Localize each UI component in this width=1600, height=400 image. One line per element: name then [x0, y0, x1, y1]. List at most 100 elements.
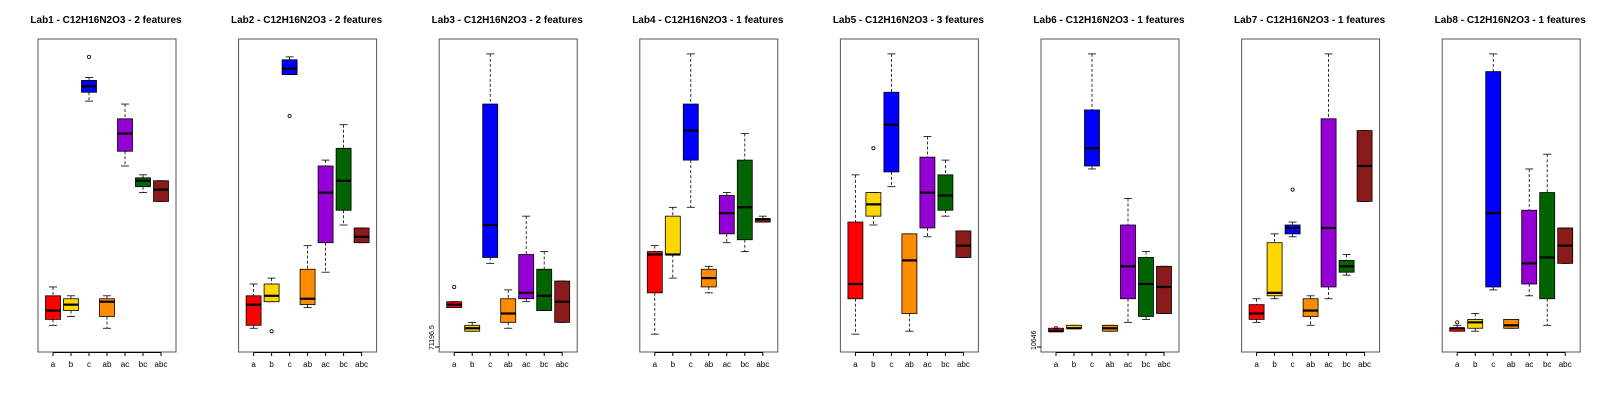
panel-title: Lab6 - C12H16N2O3 - 1 features [1033, 15, 1185, 26]
outlier-point [1455, 320, 1460, 325]
x-tick-label: abc [155, 360, 168, 369]
box-iqr [281, 59, 298, 75]
x-tick-label: bc [1543, 360, 1551, 369]
box-iqr [1120, 224, 1136, 300]
box-bc [536, 251, 553, 311]
box-c [281, 56, 298, 118]
panel-title: Lab1 - C12H16N2O3 - 2 features [30, 15, 182, 26]
x-tick-label: abc [355, 360, 368, 369]
x-tick-label: bc [941, 360, 949, 369]
box-iqr [1156, 265, 1172, 314]
box-a [1048, 326, 1064, 333]
box-c [1485, 53, 1502, 291]
x-tick-label: ab [504, 360, 513, 369]
box-abc [1557, 227, 1574, 264]
x-tick-label: a [1254, 360, 1259, 369]
x-tick-label: c [889, 360, 893, 369]
box-abc [353, 227, 370, 244]
outlier-point [452, 284, 457, 289]
x-tick-label: b [69, 360, 74, 369]
box-abc [955, 230, 972, 258]
x-tick-label: ab [1106, 360, 1115, 369]
x-tick-label: abc [1559, 360, 1572, 369]
x-tick-label: bc [540, 360, 548, 369]
box-a [646, 245, 663, 335]
x-tick-label: a [251, 360, 256, 369]
x-tick-label: a [853, 360, 858, 369]
outlier-point [1054, 326, 1059, 331]
x-tick-label: ac [522, 360, 530, 369]
x-tick-label: c [87, 360, 91, 369]
box-iqr [955, 230, 972, 258]
box-ac [919, 136, 936, 238]
box-c [883, 53, 900, 188]
box-b [1467, 313, 1484, 332]
x-tick-label: ac [723, 360, 731, 369]
x-tick-label: abc [556, 360, 569, 369]
box-iqr [135, 177, 151, 188]
box-iqr [847, 221, 864, 300]
box-bc [335, 124, 352, 226]
x-tick-label: c [288, 360, 292, 369]
box-c [81, 54, 97, 102]
x-tick-label: ac [1525, 360, 1533, 369]
outlier-point [871, 146, 876, 151]
box-ab [299, 245, 316, 309]
box-ab [700, 265, 717, 294]
box-b [63, 295, 79, 317]
x-tick-label: ab [103, 360, 112, 369]
box-iqr [245, 295, 262, 326]
box-ac [718, 192, 735, 244]
box-iqr [153, 180, 169, 202]
box-ab [1302, 295, 1319, 326]
box-c [1284, 187, 1301, 238]
outlier-point [1290, 187, 1295, 192]
box-abc [1156, 265, 1172, 314]
box-a [847, 174, 864, 335]
box-c [1084, 53, 1100, 170]
box-ac [1320, 53, 1337, 300]
box-iqr [45, 295, 61, 320]
box-iqr [1320, 118, 1337, 288]
x-tick-label: ac [923, 360, 931, 369]
box-iqr [536, 268, 553, 311]
x-tick-label: bc [339, 360, 347, 369]
box-iqr [682, 103, 699, 161]
box-iqr [317, 165, 334, 244]
y-tick-label: 71196.5 [429, 325, 436, 350]
box-iqr [1539, 192, 1556, 300]
box-ab [1102, 324, 1118, 332]
x-tick-label: ac [321, 360, 329, 369]
box-ab [1503, 318, 1520, 329]
box-b [865, 146, 882, 226]
box-ac [1521, 168, 1538, 297]
box-iqr [664, 215, 681, 255]
plot-frame [1441, 38, 1581, 353]
box-bc [736, 133, 753, 252]
x-tick-label: a [653, 360, 658, 369]
x-tick-label: ac [1124, 360, 1132, 369]
panel-title: Lab4 - C12H16N2O3 - 1 features [632, 15, 784, 26]
box-a [1449, 320, 1466, 332]
box-iqr [736, 159, 753, 241]
x-tick-label: ab [303, 360, 312, 369]
box-abc [153, 180, 169, 202]
x-tick-label: ab [905, 360, 914, 369]
box-iqr [263, 283, 280, 303]
x-tick-label: bc [741, 360, 749, 369]
box-iqr [1302, 298, 1319, 317]
box-b [1066, 324, 1082, 330]
box-iqr [1503, 318, 1520, 329]
box-iqr [937, 174, 954, 211]
box-iqr [1467, 318, 1484, 329]
box-iqr [883, 91, 900, 173]
x-tick-label: bc [1142, 360, 1150, 369]
box-c [682, 53, 699, 208]
x-tick-label: b [1473, 360, 1478, 369]
